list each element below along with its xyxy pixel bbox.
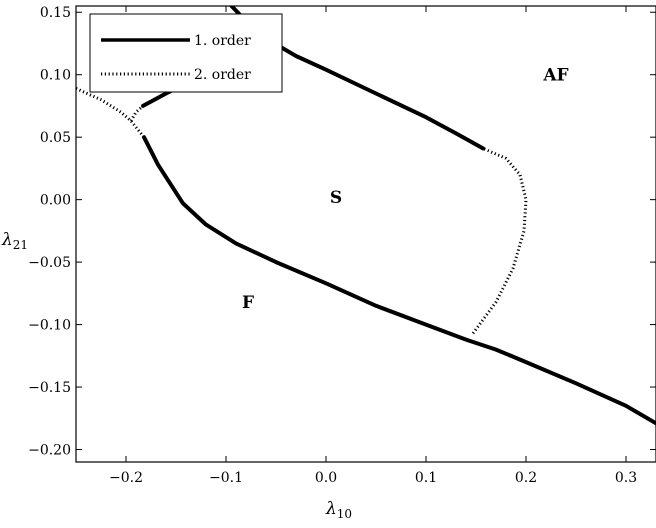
y-tick-label: 0.00 bbox=[40, 193, 71, 209]
second-order-line-5 bbox=[129, 104, 145, 122]
legend-box bbox=[89, 13, 283, 93]
x-tick-label: 0.1 bbox=[415, 470, 437, 486]
legend-label-first-order: 1. order bbox=[194, 33, 251, 49]
plot-frame bbox=[75, 5, 656, 463]
second-order-line-4 bbox=[76, 87, 146, 139]
y-tick-label: −0.15 bbox=[28, 380, 71, 396]
x-axis-label-subscript: 10 bbox=[337, 507, 352, 521]
legend-label-second-order: 2. order bbox=[194, 67, 251, 83]
region-label-f: F bbox=[242, 293, 254, 313]
x-tick-label: −0.1 bbox=[209, 470, 243, 486]
x-tick-label: 0.0 bbox=[315, 470, 337, 486]
region-label-af: AF bbox=[542, 66, 568, 86]
x-axis-label-symbol: λ bbox=[325, 499, 337, 519]
y-tick-label: −0.20 bbox=[28, 443, 71, 459]
legend: 1. order 2. order bbox=[89, 13, 283, 93]
region-label-s: S bbox=[330, 188, 342, 208]
ticks-layer: −0.2 −0.1 0.0 0.1 0.2 0.3 −0.20 −0.15 −0.10 −0.05… bbox=[28, 5, 656, 486]
x-tick-label: 0.3 bbox=[615, 470, 637, 486]
y-axis-label: λ21 bbox=[1, 230, 28, 252]
y-axis-label-subscript: 21 bbox=[13, 238, 28, 252]
y-tick-label: −0.10 bbox=[28, 318, 71, 334]
y-tick-label: 0.10 bbox=[40, 68, 71, 84]
y-tick-label: 0.15 bbox=[40, 5, 71, 21]
y-tick-label: −0.05 bbox=[28, 255, 71, 271]
x-tick-label: 0.2 bbox=[515, 470, 537, 486]
y-tick-label: 0.05 bbox=[40, 130, 71, 146]
y-axis-label-symbol: λ bbox=[1, 230, 13, 250]
second-order-line-3 bbox=[471, 147, 528, 335]
first-order-line-0 bbox=[142, 135, 656, 426]
x-axis-label: λ10 bbox=[325, 499, 352, 521]
x-tick-label: −0.2 bbox=[109, 470, 143, 486]
